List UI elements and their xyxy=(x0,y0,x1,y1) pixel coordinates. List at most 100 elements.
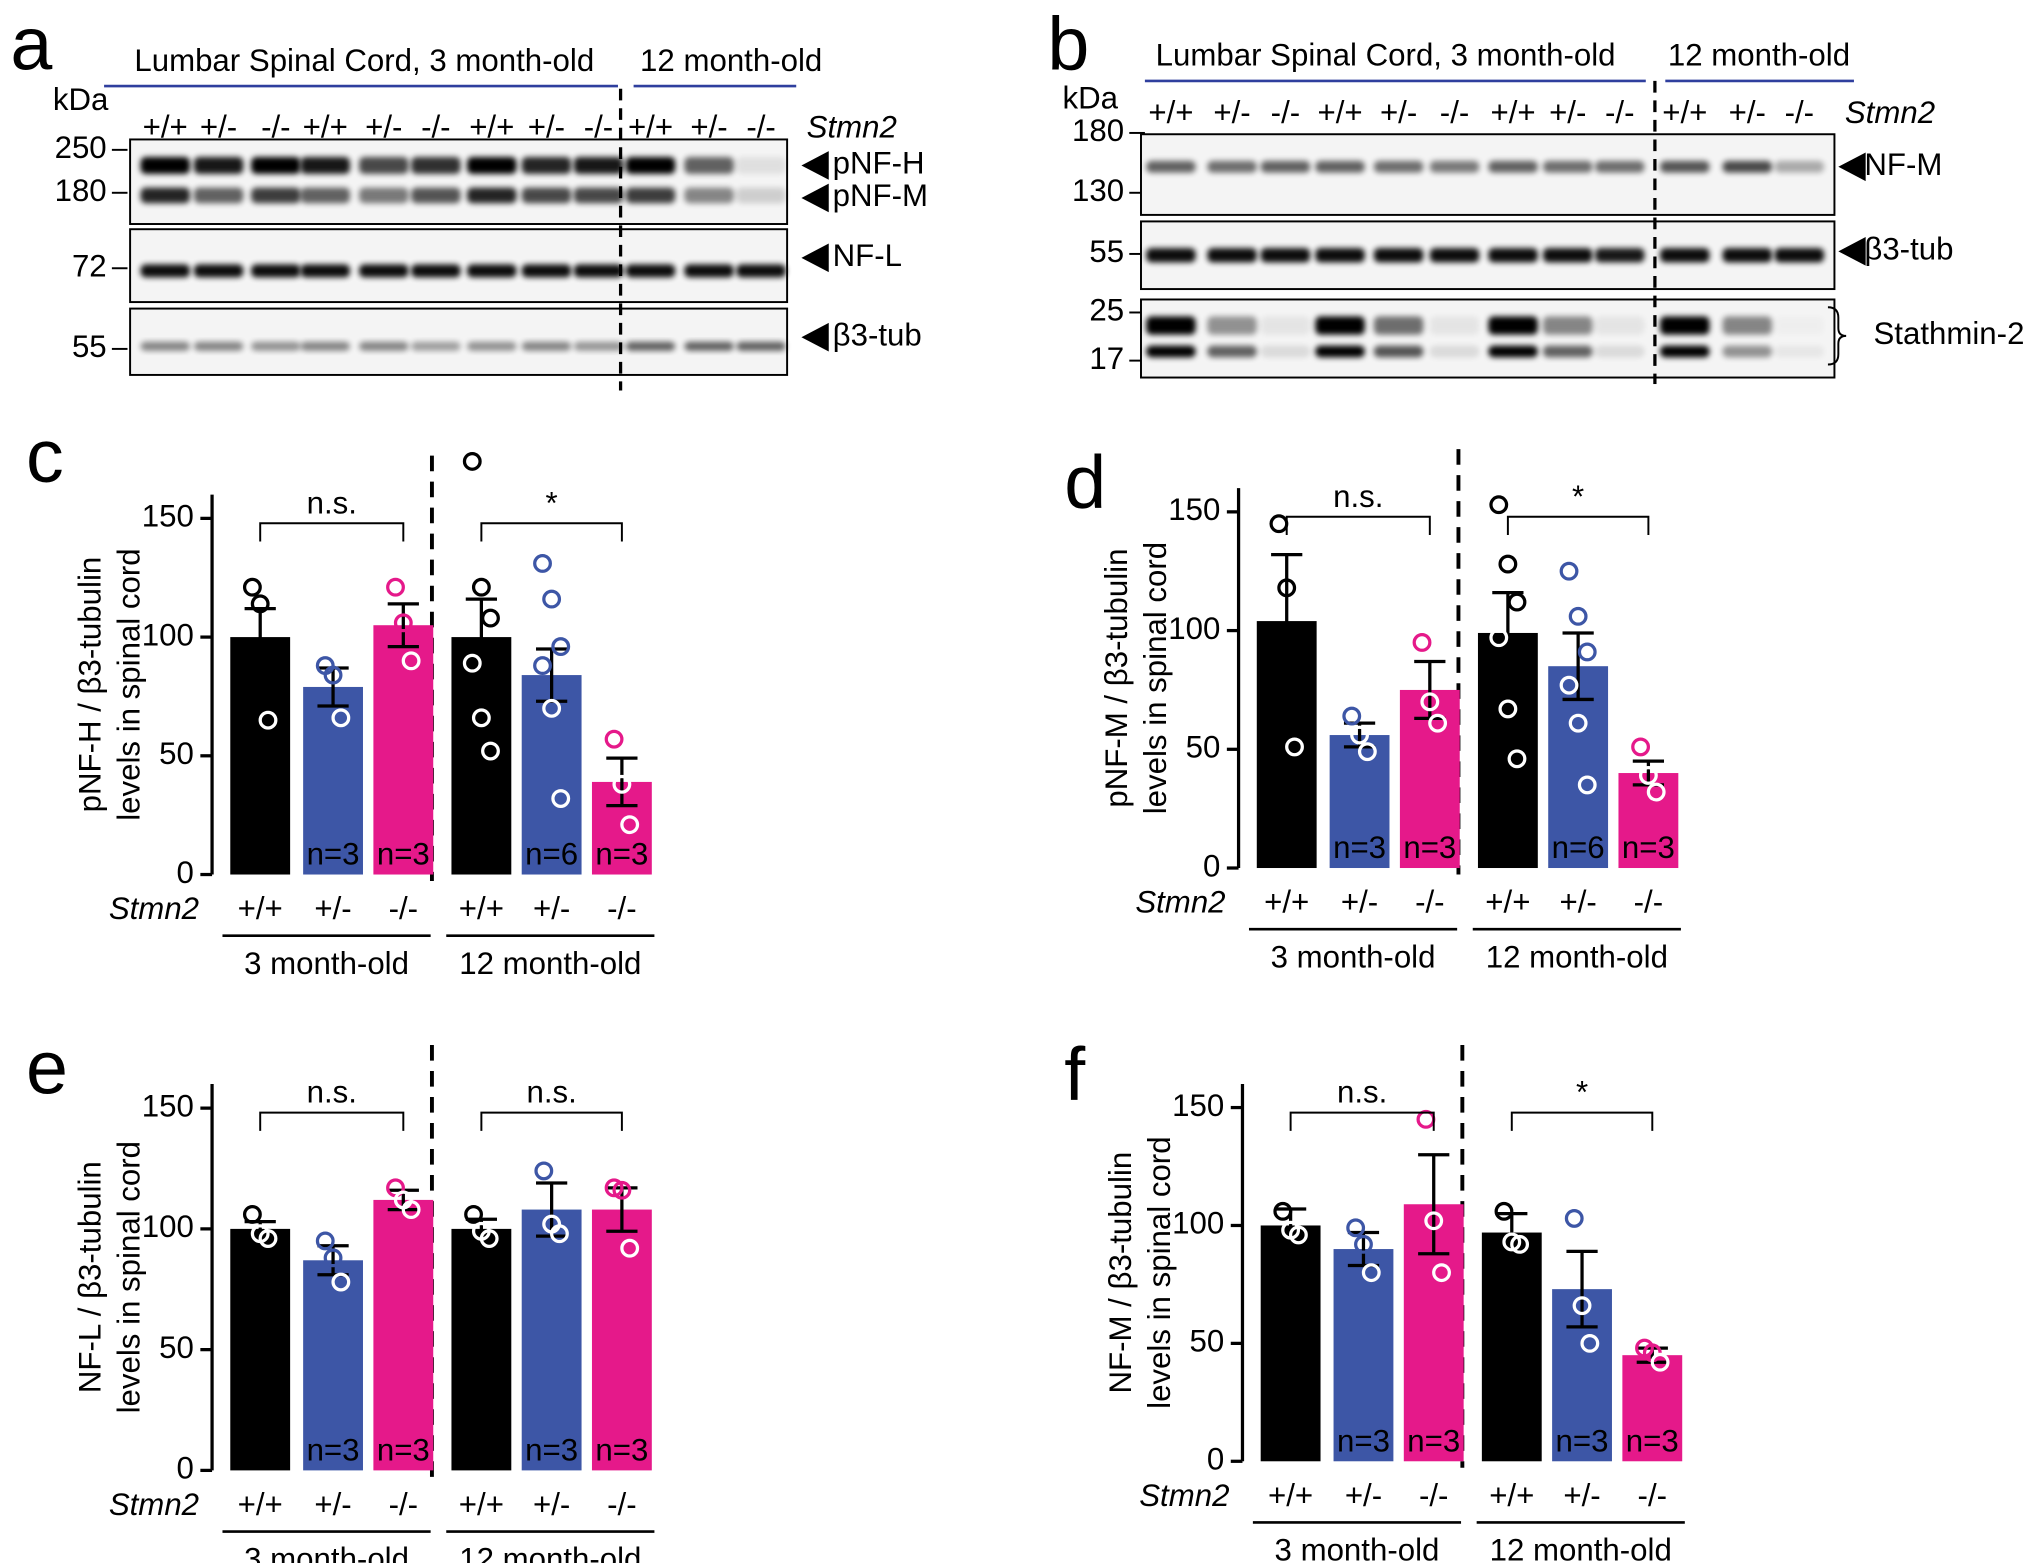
blot-band xyxy=(1774,248,1825,263)
blot-band xyxy=(140,187,190,204)
blot-band xyxy=(467,341,517,351)
lane-genotype: +/+ xyxy=(1317,95,1362,130)
band-label: NF-L xyxy=(833,238,902,273)
group-label: 3 month-old xyxy=(244,946,409,981)
data-point xyxy=(315,1231,335,1251)
data-point xyxy=(401,1200,421,1220)
data-point xyxy=(534,1161,554,1181)
significance-bracket xyxy=(259,1111,405,1131)
blot-band xyxy=(1774,345,1825,358)
blot-band xyxy=(467,187,517,204)
marker-label: 55 xyxy=(1089,234,1124,269)
bar xyxy=(1333,1249,1394,1462)
blot-band xyxy=(140,341,190,351)
blot-band xyxy=(1660,248,1710,263)
data-point xyxy=(1489,628,1509,648)
lane-genotype: -/- xyxy=(421,109,450,144)
bar xyxy=(521,675,582,875)
data-point xyxy=(1288,1225,1308,1245)
x-axis-label: Stmn2 xyxy=(1135,885,1225,920)
blot-band xyxy=(359,187,409,204)
n-label: n=3 xyxy=(1407,1423,1460,1458)
bar xyxy=(1329,735,1390,869)
data-point xyxy=(612,1180,632,1200)
band-arrow xyxy=(801,243,829,273)
y-tick-label: 150 xyxy=(1168,492,1220,527)
x-tick-label: +/- xyxy=(314,891,351,926)
group-label: 3 month-old xyxy=(244,1542,409,1563)
blot-band xyxy=(1488,316,1538,335)
n-label: n=3 xyxy=(1622,830,1675,865)
significance-bracket xyxy=(1510,1111,1654,1131)
blot-band xyxy=(1722,160,1772,173)
data-point xyxy=(1354,1234,1373,1254)
significance-bracket xyxy=(1289,1111,1435,1131)
data-point xyxy=(1342,706,1362,726)
data-point xyxy=(1646,782,1666,802)
blot-band xyxy=(736,157,786,174)
significance-label: n.s. xyxy=(526,1075,576,1110)
blot-band xyxy=(1146,316,1196,335)
blot-band xyxy=(1146,345,1196,358)
data-point xyxy=(1424,1211,1444,1231)
bar xyxy=(230,1228,291,1471)
blot-band xyxy=(1543,316,1593,335)
blot-band xyxy=(573,264,624,278)
blot-band xyxy=(359,341,409,351)
blot-band xyxy=(1373,248,1424,263)
data-point xyxy=(1568,606,1588,626)
data-point xyxy=(1498,554,1518,574)
n-label: n=3 xyxy=(525,1432,578,1467)
marker-label: 250 xyxy=(55,130,107,165)
lane-genotype: +/- xyxy=(1729,95,1766,130)
n-label: n=3 xyxy=(595,837,648,872)
blot-band xyxy=(193,341,244,351)
data-point xyxy=(542,589,562,609)
data-point xyxy=(1494,1201,1514,1221)
blot-band xyxy=(684,264,734,278)
blot-band xyxy=(1207,160,1257,173)
significance-label: n.s. xyxy=(307,1075,357,1110)
data-point xyxy=(533,554,552,573)
lane-genotype: -/- xyxy=(746,109,775,144)
group-label: 3 month-old xyxy=(1271,939,1436,974)
significance-bracket xyxy=(1285,515,1431,535)
x-tick-label: -/- xyxy=(1415,885,1444,920)
n-label: n=3 xyxy=(307,1432,360,1467)
data-point xyxy=(551,637,571,657)
data-point xyxy=(620,1238,640,1258)
blot-band xyxy=(1722,316,1772,335)
lane-genotype: +/- xyxy=(1549,95,1586,130)
significance-label: * xyxy=(1576,1075,1588,1110)
blot-band xyxy=(467,264,517,278)
data-point xyxy=(1577,642,1597,662)
band-label: pNF-M xyxy=(833,178,928,213)
panel-letter: c xyxy=(26,414,64,498)
y-tick-label: 0 xyxy=(176,1451,193,1486)
n-label: n=3 xyxy=(1485,1423,1538,1458)
blot-band xyxy=(193,187,244,204)
lane-genotype: +/+ xyxy=(1491,95,1536,130)
blot-band xyxy=(1722,248,1772,263)
n-label: n=3 xyxy=(377,837,430,872)
n-label: n=3 xyxy=(234,1432,287,1467)
group-label: 12 month-old xyxy=(459,946,641,981)
n-label: n=3 xyxy=(595,1432,648,1467)
blot-band xyxy=(1660,160,1710,173)
unit-label: kDa xyxy=(1062,81,1118,116)
error-bar xyxy=(387,602,419,649)
marker-label: 180 xyxy=(55,173,107,208)
blot-band xyxy=(1429,345,1480,358)
x-tick-label: +/+ xyxy=(1264,885,1309,920)
blot-header: 12 month-old xyxy=(640,43,822,78)
blot-band xyxy=(193,157,244,174)
data-point xyxy=(1357,742,1377,762)
error-bar xyxy=(1562,631,1594,702)
blot-band xyxy=(521,157,572,174)
blot-band xyxy=(1207,248,1257,263)
y-axis-label: levels in spinal cord xyxy=(1142,1136,1177,1408)
bar xyxy=(1481,1232,1542,1462)
blot-band xyxy=(573,341,624,351)
data-point xyxy=(1412,633,1432,652)
